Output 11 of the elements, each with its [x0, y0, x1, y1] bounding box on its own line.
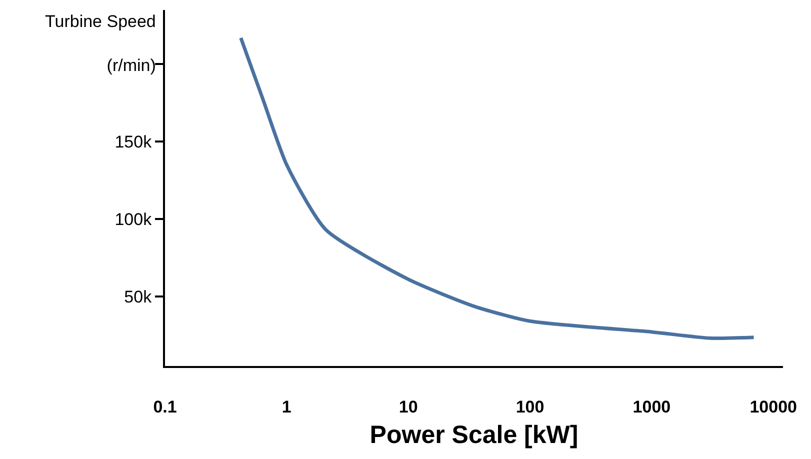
- y-tick-label: 100k: [114, 210, 152, 229]
- x-tick-label: 10: [398, 397, 418, 416]
- x-tick-label: 1: [282, 397, 292, 416]
- x-tick-label: 10000: [750, 397, 798, 416]
- x-tick-label: 0.1: [153, 397, 177, 416]
- x-axis-title: Power Scale [kW]: [370, 420, 578, 449]
- text: Turbine Speed (r/min): [45, 12, 156, 76]
- x-tick-label: 1000: [632, 397, 671, 416]
- y-tick-label: 150k: [114, 132, 152, 152]
- y-tick-label: 50k: [124, 287, 152, 306]
- x-tick-label: 100: [516, 397, 544, 416]
